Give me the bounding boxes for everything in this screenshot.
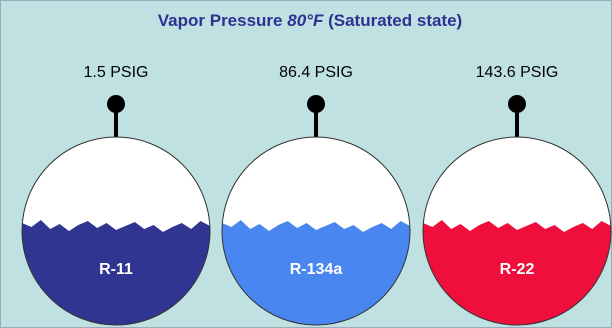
title-tail: (Saturated state): [328, 11, 462, 30]
title-temperature: 80°F: [287, 11, 324, 30]
pressure-label: 1.5 PSIG: [84, 64, 149, 81]
diagram: Vapor Pressure 80°F (Saturated state) 1.…: [0, 0, 612, 328]
gauge-ball: [307, 95, 325, 113]
gauge-ball: [508, 95, 526, 113]
refrigerant-label: R-11: [99, 261, 133, 278]
refrigerant-label: R-134a: [290, 261, 343, 278]
title-lead: Vapor Pressure: [158, 11, 283, 30]
gauge-ball: [107, 95, 125, 113]
title: Vapor Pressure 80°F (Saturated state): [158, 11, 462, 30]
refrigerant-label: R-22: [500, 261, 535, 278]
pressure-label: 86.4 PSIG: [279, 64, 353, 81]
pressure-label: 143.6 PSIG: [476, 64, 559, 81]
